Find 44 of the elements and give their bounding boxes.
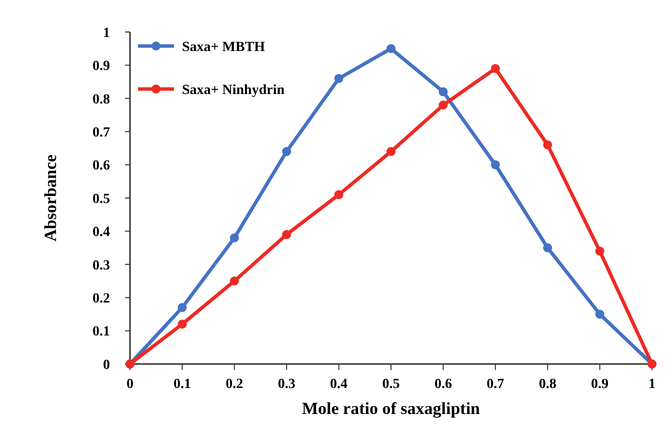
y-tick-label: 0.1	[92, 324, 110, 340]
y-tick-label: 0	[103, 358, 110, 373]
x-tick-label: 1	[648, 377, 656, 392]
y-tick-label: 0.4	[92, 225, 110, 240]
x-axis-title: Mole ratio of saxagliptin	[302, 399, 481, 418]
point	[490, 64, 500, 74]
x-tick-label: 0.2	[226, 377, 244, 392]
point	[282, 147, 292, 156]
x-tick-label: 0.1	[173, 377, 191, 392]
point	[595, 310, 604, 319]
point	[543, 140, 552, 150]
point	[178, 320, 187, 329]
x-tick-label: 0.3	[278, 377, 296, 392]
point	[490, 160, 500, 170]
point	[230, 233, 239, 242]
x-tick-label: 0.4	[330, 377, 348, 392]
x-tick-label: 0.9	[591, 377, 609, 392]
y-tick-label: 0.3	[92, 258, 110, 274]
point	[595, 246, 604, 256]
point	[438, 87, 448, 96]
point	[386, 44, 396, 54]
y-axis-title: Absorbance	[41, 154, 60, 242]
point	[334, 74, 344, 83]
point	[178, 303, 187, 312]
point	[438, 100, 448, 110]
point	[230, 276, 239, 286]
legend-label: Saxa+ MBTH	[182, 40, 266, 55]
y-tick-label: 0.2	[92, 292, 110, 306]
x-tick-label: 0.8	[538, 377, 556, 392]
legend-label: Saxa+ Ninhydrin	[182, 82, 285, 98]
y-tick-label: 0.6	[92, 158, 110, 174]
y-tick-label: 0.7	[92, 126, 110, 140]
x-tick-label: 0.6	[434, 377, 452, 392]
y-tick-label: 0.5	[92, 192, 110, 207]
point	[543, 243, 552, 252]
y-tick-label: 0.8	[92, 92, 110, 108]
x-tick-label: 0.7	[486, 377, 504, 392]
y-tick-label: 1	[103, 26, 110, 41]
point	[334, 190, 344, 200]
point	[386, 147, 396, 156]
x-tick-label: 0.5	[382, 377, 400, 392]
y-tick-label: 0.9	[92, 59, 110, 74]
x-tick-label: 0	[126, 377, 134, 392]
point	[282, 230, 292, 240]
